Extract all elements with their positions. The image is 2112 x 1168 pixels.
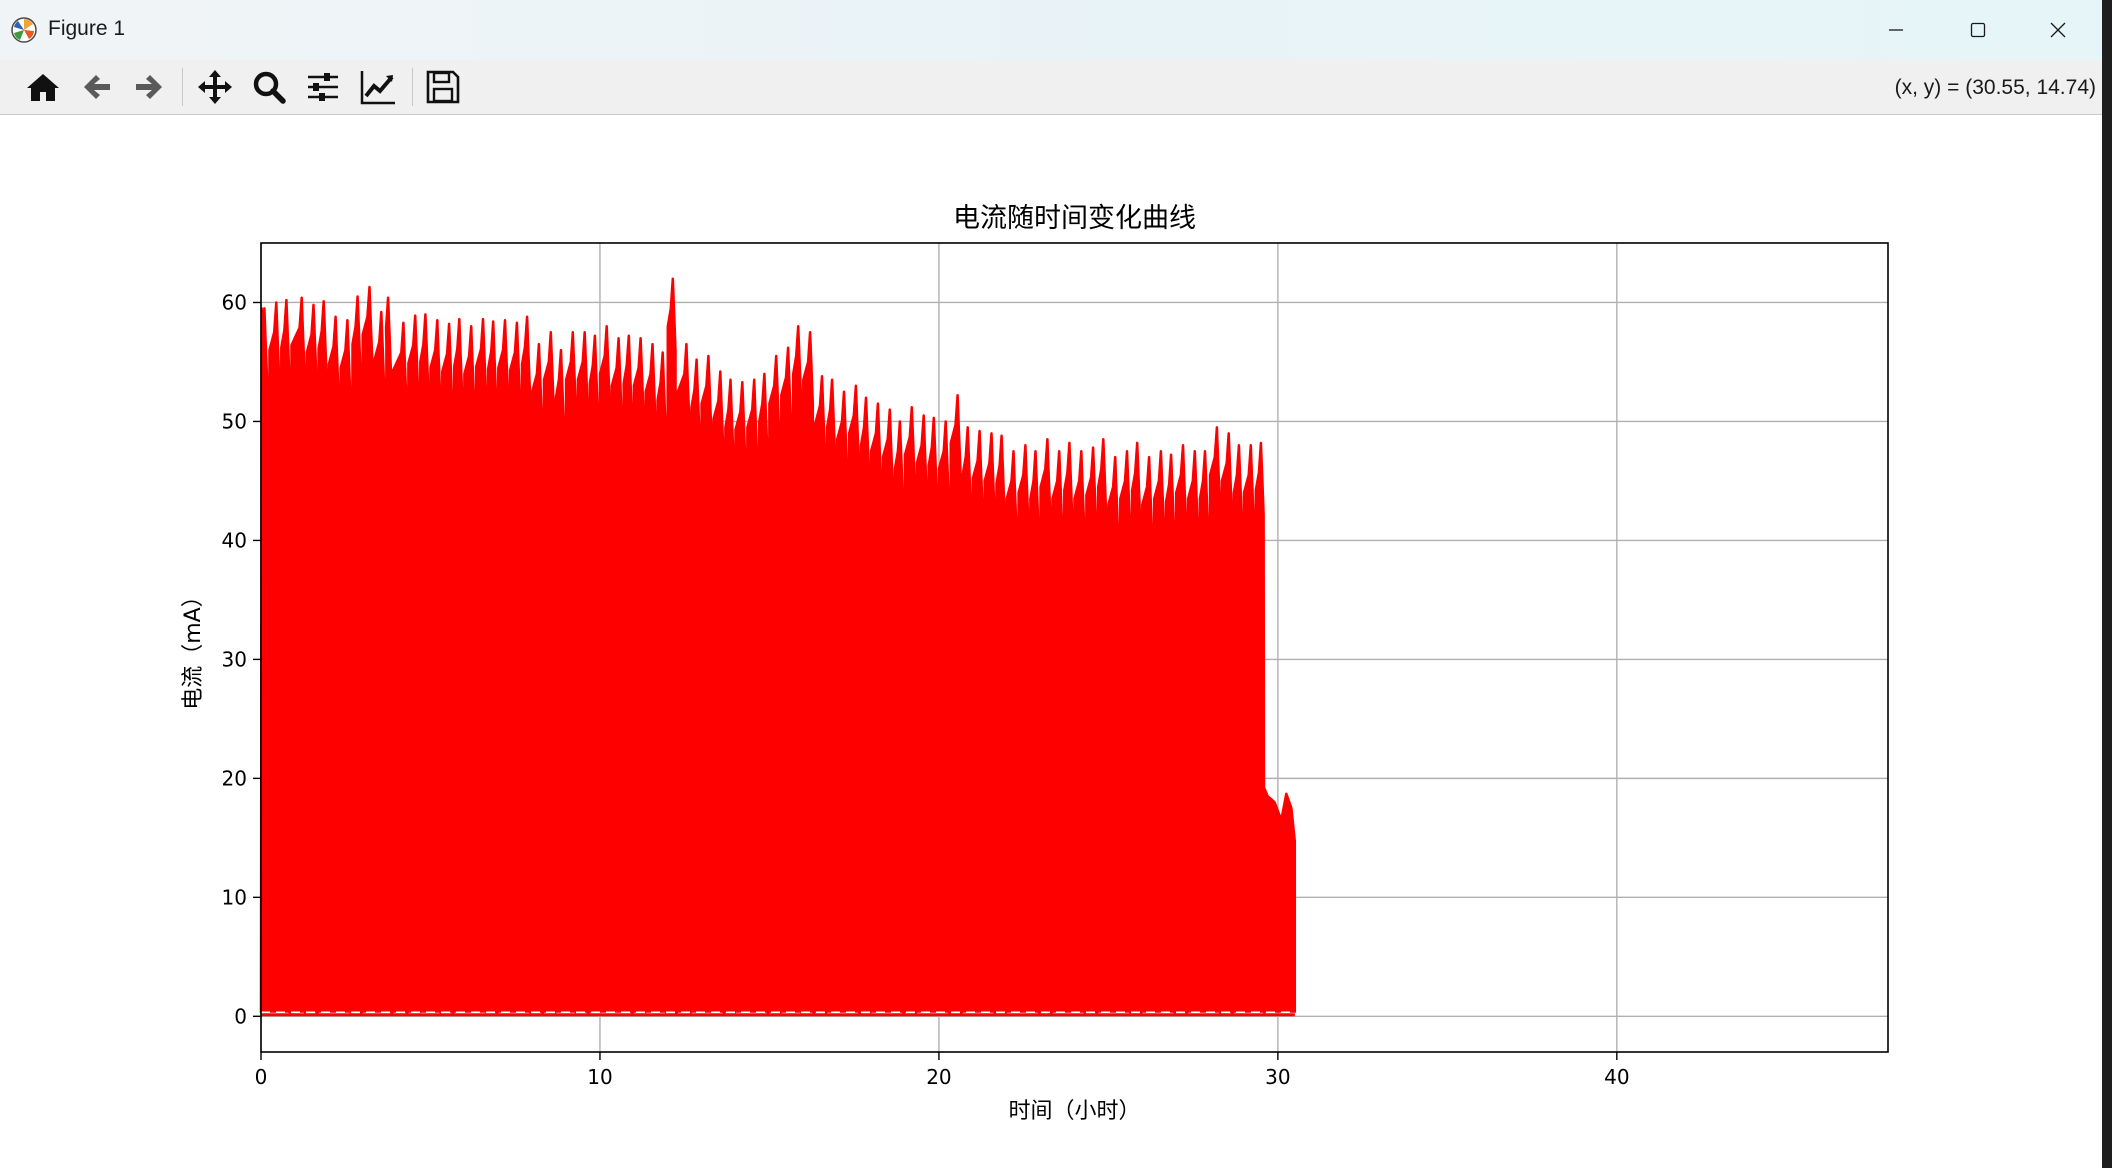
y-tick-label: 0 [234,1004,247,1028]
back-button[interactable] [74,66,120,108]
forward-button[interactable] [126,66,172,108]
close-icon [2050,22,2066,38]
y-tick-label: 50 [222,409,247,433]
home-button[interactable] [20,66,66,108]
window-title: Figure 1 [48,17,126,40]
zoom-button[interactable] [246,66,292,108]
configure-subplots-button[interactable] [300,66,346,108]
save-button[interactable] [420,66,466,108]
x-tick-label: 30 [1265,1065,1290,1089]
maximize-icon [1970,22,1986,38]
figure-canvas[interactable]: 0 10 20 30 40 0 10 20 30 40 50 60 电流随时间变化曲线 时间（小时） … [0,115,2112,1168]
x-tick-label: 40 [1604,1065,1629,1089]
forward-icon [136,75,162,99]
edit-axes-icon [360,71,395,105]
y-tick-label: 30 [222,647,247,671]
x-tick-label: 10 [587,1065,612,1089]
plot-frame [260,242,1889,1053]
home-icon [27,74,59,101]
maximize-button[interactable] [1938,0,2018,60]
y-axis-label: 电流（mA） [181,585,206,709]
pan-button[interactable] [192,66,238,108]
pan-icon [198,70,232,104]
x-tick-label: 20 [926,1065,951,1089]
close-button[interactable] [2018,0,2098,60]
minimize-icon [1889,29,1903,31]
save-icon [426,70,460,104]
back-icon [84,75,110,99]
cursor-coordinates: (x, y) = (30.55, 14.74) [1894,76,2096,99]
toolbar-separator [182,68,183,106]
y-tick-label: 20 [222,766,247,790]
configure-subplots-icon [308,73,338,101]
toolbar-separator [412,68,413,106]
x-tick-label: 0 [255,1065,268,1089]
edit-axes-button[interactable] [355,66,401,108]
title-bar[interactable]: Figure 1 [0,0,2112,60]
y-tick-label: 40 [222,528,247,552]
x-axis-label: 时间（小时） [1008,1099,1140,1124]
navigation-toolbar [0,60,2112,115]
y-tick-label: 60 [222,290,247,314]
window-edge [2102,0,2112,1168]
zoom-icon [253,71,286,104]
matplotlib-icon [11,17,37,43]
minimize-button[interactable] [1856,0,1936,60]
chart-title: 电流随时间变化曲线 [953,203,1196,234]
y-tick-label: 10 [222,885,247,909]
